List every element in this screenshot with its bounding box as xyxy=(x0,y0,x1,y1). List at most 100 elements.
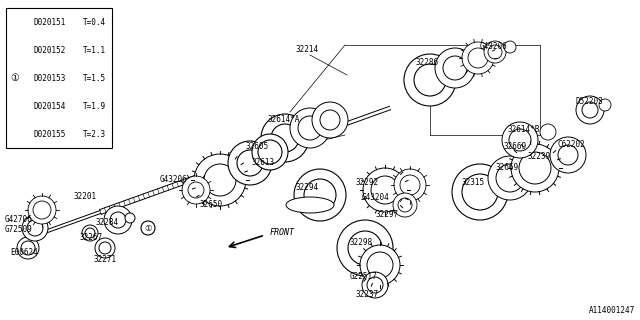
Circle shape xyxy=(404,54,456,106)
Circle shape xyxy=(182,176,210,204)
Circle shape xyxy=(462,42,494,74)
Circle shape xyxy=(367,277,383,293)
Circle shape xyxy=(261,114,309,162)
Circle shape xyxy=(452,164,508,220)
Text: 32315: 32315 xyxy=(462,178,485,187)
Text: 32284: 32284 xyxy=(95,218,118,227)
Text: 32613: 32613 xyxy=(252,158,275,167)
Circle shape xyxy=(337,220,393,276)
Circle shape xyxy=(95,238,115,258)
Circle shape xyxy=(252,134,288,170)
Text: T=1.5: T=1.5 xyxy=(83,74,106,83)
Text: T=1.9: T=1.9 xyxy=(83,101,106,110)
Circle shape xyxy=(304,179,336,211)
Text: C62202: C62202 xyxy=(558,140,586,149)
Circle shape xyxy=(348,231,382,265)
Circle shape xyxy=(502,122,538,158)
Text: G72509: G72509 xyxy=(5,225,33,234)
Ellipse shape xyxy=(286,197,334,213)
Circle shape xyxy=(28,196,56,224)
Text: 32286: 32286 xyxy=(415,58,438,67)
Text: D020152: D020152 xyxy=(34,45,66,54)
Text: FRONT: FRONT xyxy=(270,228,295,237)
Circle shape xyxy=(320,110,340,130)
Text: G43206: G43206 xyxy=(480,42,508,51)
Text: G42706: G42706 xyxy=(5,215,33,224)
Circle shape xyxy=(141,221,155,235)
Text: D52203: D52203 xyxy=(576,97,604,106)
Text: T=0.4: T=0.4 xyxy=(83,18,106,27)
Circle shape xyxy=(21,241,35,255)
Circle shape xyxy=(22,215,48,241)
Circle shape xyxy=(393,193,417,217)
Text: 32614*A: 32614*A xyxy=(268,115,300,124)
Circle shape xyxy=(550,137,586,173)
Text: 32650: 32650 xyxy=(200,200,223,209)
Circle shape xyxy=(488,45,502,59)
Circle shape xyxy=(99,242,111,254)
Circle shape xyxy=(85,228,95,238)
Text: 32201: 32201 xyxy=(73,192,96,201)
Circle shape xyxy=(519,152,551,184)
Text: G22517: G22517 xyxy=(350,272,378,281)
Circle shape xyxy=(363,168,407,212)
Text: D020151: D020151 xyxy=(34,18,66,27)
Text: ①: ① xyxy=(11,73,19,83)
Circle shape xyxy=(400,175,420,195)
Circle shape xyxy=(204,164,236,196)
Text: 32292: 32292 xyxy=(355,178,378,187)
Text: 32294: 32294 xyxy=(295,183,318,192)
Text: 32237: 32237 xyxy=(355,290,378,299)
Circle shape xyxy=(290,108,330,148)
Text: 32605: 32605 xyxy=(245,142,268,151)
Circle shape xyxy=(237,150,263,176)
Circle shape xyxy=(398,198,412,212)
Circle shape xyxy=(462,174,498,210)
Circle shape xyxy=(194,154,246,206)
Text: D020155: D020155 xyxy=(34,130,66,139)
Text: T=1.1: T=1.1 xyxy=(83,45,106,54)
Circle shape xyxy=(540,124,556,140)
Text: D020154: D020154 xyxy=(34,101,66,110)
Circle shape xyxy=(188,182,204,198)
Bar xyxy=(6,8,112,148)
Text: 32214: 32214 xyxy=(295,45,318,54)
Text: T=2.3: T=2.3 xyxy=(83,130,106,139)
Circle shape xyxy=(488,156,532,200)
Circle shape xyxy=(33,201,51,219)
Circle shape xyxy=(362,272,388,298)
Circle shape xyxy=(125,213,135,223)
Circle shape xyxy=(228,141,272,185)
Text: 32669: 32669 xyxy=(503,142,526,151)
Text: 32614*B: 32614*B xyxy=(508,125,540,134)
Circle shape xyxy=(435,48,475,88)
Circle shape xyxy=(443,56,467,80)
Circle shape xyxy=(394,169,426,201)
Circle shape xyxy=(558,145,578,165)
Circle shape xyxy=(367,252,393,278)
Text: 32297: 32297 xyxy=(375,210,398,219)
Circle shape xyxy=(271,124,299,152)
Circle shape xyxy=(298,116,322,140)
Circle shape xyxy=(468,48,488,68)
Text: D020153: D020153 xyxy=(34,74,66,83)
Circle shape xyxy=(582,102,598,118)
Text: 32669: 32669 xyxy=(495,163,518,172)
Circle shape xyxy=(509,129,531,151)
Circle shape xyxy=(258,140,282,164)
Circle shape xyxy=(294,169,346,221)
Circle shape xyxy=(82,225,98,241)
Text: E00624: E00624 xyxy=(10,248,38,257)
Circle shape xyxy=(110,212,126,228)
Circle shape xyxy=(496,164,524,192)
Text: G43204: G43204 xyxy=(362,193,390,202)
Circle shape xyxy=(599,99,611,111)
Circle shape xyxy=(27,220,43,236)
Text: 32239: 32239 xyxy=(527,152,550,161)
Text: 32267: 32267 xyxy=(80,233,103,242)
Circle shape xyxy=(371,176,399,204)
Circle shape xyxy=(484,41,506,63)
Circle shape xyxy=(360,245,400,285)
Circle shape xyxy=(17,237,39,259)
Circle shape xyxy=(511,144,559,192)
